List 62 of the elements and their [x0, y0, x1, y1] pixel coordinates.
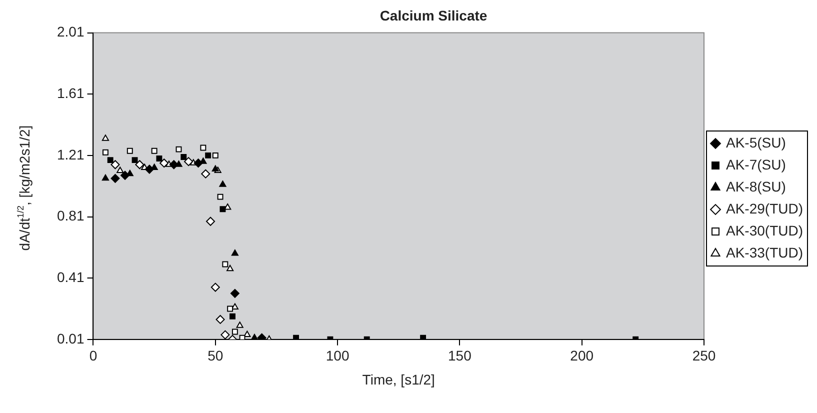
y-tick-label: 0.81	[57, 208, 84, 224]
y-tick-label: 0.41	[57, 268, 84, 285]
point	[217, 194, 224, 200]
point	[205, 152, 212, 158]
point	[212, 152, 218, 158]
legend-label: AK-7(SU)	[726, 156, 786, 172]
point	[220, 206, 226, 212]
point	[176, 146, 182, 152]
point	[132, 157, 138, 164]
chart-title: Calcium Silicate	[380, 7, 488, 24]
x-tick-label: 0	[89, 348, 98, 364]
point	[120, 170, 130, 180]
point	[232, 328, 238, 335]
x-tick-label: 50	[208, 348, 224, 364]
point	[212, 165, 219, 172]
x-tick-label: 200	[570, 348, 594, 364]
point	[206, 216, 216, 226]
point	[231, 250, 238, 256]
point	[110, 174, 120, 183]
point	[219, 180, 226, 187]
point	[184, 157, 194, 166]
point	[151, 148, 158, 154]
point	[116, 166, 124, 174]
point	[244, 330, 251, 338]
point	[216, 314, 225, 324]
legend-label: AK-8(SU)	[726, 178, 786, 194]
legend-label: AK-5(SU)	[726, 134, 786, 150]
point	[144, 164, 154, 174]
x-tick-label: 150	[448, 348, 472, 364]
y-tick-label: 1.21	[57, 146, 84, 162]
legend-label: AK-29(TUD)	[726, 200, 804, 216]
point	[135, 160, 144, 170]
x-tick-label: 250	[692, 348, 716, 364]
y-tick-label: 1.61	[57, 84, 84, 101]
point	[110, 160, 120, 170]
point	[293, 334, 299, 340]
point	[230, 288, 240, 298]
legend-label: AK-33(TUD)	[726, 244, 804, 260]
point	[220, 330, 230, 340]
point	[201, 169, 210, 178]
point	[102, 149, 108, 156]
point	[226, 264, 234, 272]
point	[180, 154, 187, 160]
point	[236, 322, 244, 328]
point	[194, 158, 203, 168]
point	[102, 134, 109, 141]
point	[156, 156, 162, 162]
legend-label: AK-30(TUD)	[726, 222, 804, 238]
point	[420, 334, 426, 340]
point	[222, 261, 228, 268]
x-tick-label: 100	[326, 348, 350, 364]
point	[230, 313, 236, 320]
point	[102, 174, 109, 181]
point	[227, 306, 234, 312]
point	[200, 144, 206, 151]
y-tick-label: 2.01	[57, 24, 84, 40]
point	[160, 158, 169, 168]
x-axis-title: Time, [s1/2]	[362, 371, 435, 388]
y-tick-label: 0.01	[57, 330, 84, 346]
point	[210, 282, 220, 292]
point	[107, 157, 114, 164]
point	[126, 148, 133, 154]
